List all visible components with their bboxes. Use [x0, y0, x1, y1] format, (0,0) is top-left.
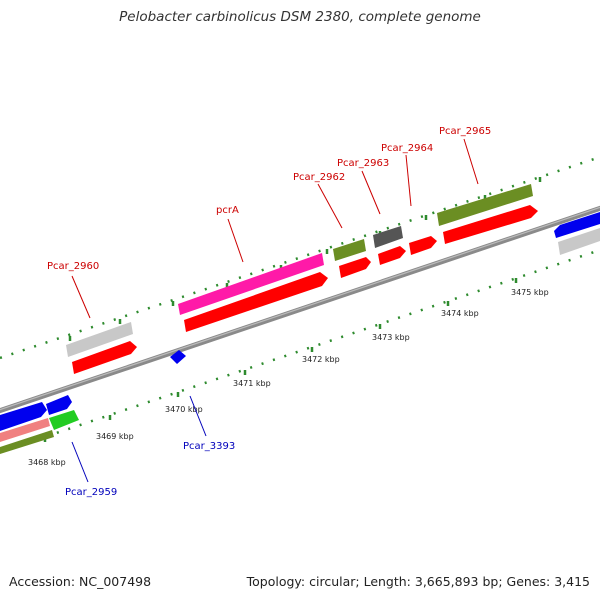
feature-right-gray[interactable]	[558, 228, 600, 255]
feature-pcar-2962-cds[interactable]	[339, 257, 371, 278]
feature-pcar-2960-rna[interactable]	[66, 322, 133, 357]
accession-text: Accession: NC_007498	[9, 574, 152, 589]
gene-label-pcar-2959[interactable]: Pcar_2959	[65, 487, 117, 498]
upper-track-ticks	[68, 177, 542, 341]
feature-pcra-cds[interactable]	[184, 272, 328, 332]
gene-features	[0, 184, 600, 454]
scale-label-3475: 3475 kbp	[511, 288, 549, 297]
feature-left-blue-1[interactable]	[0, 402, 47, 431]
scale-label-3472: 3472 kbp	[302, 355, 340, 364]
genome-backbone	[0, 205, 600, 414]
gene-label-pcra[interactable]: pcrA	[216, 205, 239, 216]
scale-label-3474: 3474 kbp	[441, 309, 479, 318]
genome-backbone-highlight	[0, 206, 600, 411]
feature-pcra-pink[interactable]	[178, 253, 324, 315]
feature-pcar-2960-cds[interactable]	[72, 341, 137, 374]
gene-label-pcar-2963[interactable]: Pcar_2963	[337, 158, 389, 169]
gene-label-pcar-2964[interactable]: Pcar_2964	[381, 143, 433, 154]
feature-pcar-2964-cds[interactable]	[409, 236, 437, 255]
gene-labels: Pcar_2960 pcrA Pcar_2962 Pcar_2963 Pcar_…	[47, 126, 491, 498]
feature-pcar-2963-gray[interactable]	[373, 226, 403, 248]
feature-left-green[interactable]	[49, 410, 79, 430]
gene-label-pcar-3393[interactable]: Pcar_3393	[183, 441, 235, 452]
upper-dotted-track	[0, 155, 600, 360]
feature-pcar-2963-cds[interactable]	[378, 246, 406, 265]
feature-pcar-2965-olive[interactable]	[437, 184, 533, 226]
label-connectors	[71, 138, 479, 483]
gene-label-pcar-2962[interactable]: Pcar_2962	[293, 172, 345, 183]
map-title: Pelobacter carbinolicus DSM 2380, comple…	[119, 9, 481, 25]
scale-label-3469: 3469 kbp	[96, 432, 134, 441]
feature-left-olive[interactable]	[0, 430, 54, 454]
gene-label-pcar-2960[interactable]: Pcar_2960	[47, 261, 99, 272]
feature-pcar-2965-cds[interactable]	[443, 205, 538, 244]
scale-label-3470: 3470 kbp	[165, 405, 203, 414]
feature-right-blue[interactable]	[554, 212, 600, 238]
feature-pcar-3393[interactable]	[170, 350, 186, 364]
gene-label-pcar-2965[interactable]: Pcar_2965	[439, 126, 491, 137]
feature-pcar-2962-olive[interactable]	[333, 239, 366, 261]
genome-summary-text: Topology: circular; Length: 3,665,893 bp…	[246, 574, 590, 589]
feature-left-salmon[interactable]	[0, 418, 50, 442]
feature-left-blue-2[interactable]	[46, 395, 72, 415]
scale-labels: 3468 kbp 3469 kbp 3470 kbp 3471 kbp 3472…	[28, 288, 549, 467]
scale-label-3468: 3468 kbp	[28, 458, 66, 467]
scale-label-3471: 3471 kbp	[233, 379, 271, 388]
scale-label-3473: 3473 kbp	[372, 333, 410, 342]
